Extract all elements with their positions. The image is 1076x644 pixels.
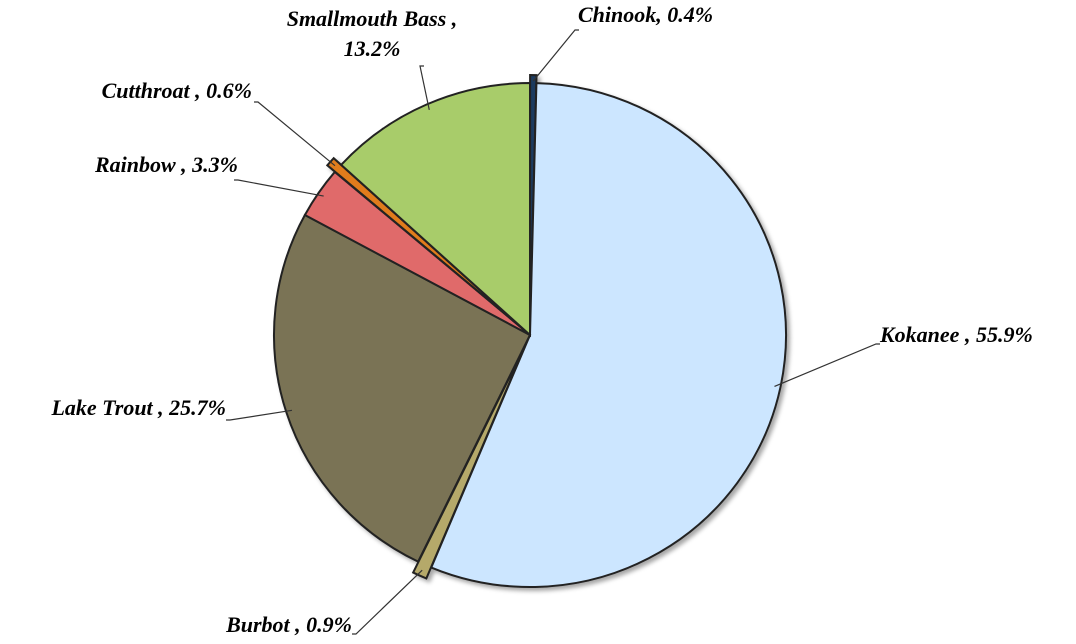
- data-label: Lake Trout , 25.7%: [50, 395, 226, 420]
- leader-line: [226, 409, 293, 421]
- data-label: Cutthroat , 0.6%: [102, 78, 252, 103]
- leader-line: [419, 65, 430, 110]
- data-label: Burbot , 0.9%: [225, 612, 352, 637]
- pie-slice: [429, 82, 787, 588]
- leader-line: [532, 29, 579, 82]
- pie-slice: [339, 81, 531, 338]
- data-label: Kokanee , 55.9%: [879, 322, 1033, 347]
- pie-slice: [411, 345, 526, 580]
- data-label: Chinook, 0.4%: [578, 2, 713, 27]
- leader-line: [254, 101, 336, 167]
- data-label: Smallmouth Bass , 13.2%: [287, 6, 458, 61]
- labels: Chinook, 0.4% Kokanee , 55.9% Burbot , 0.9…: [50, 2, 1032, 637]
- leader-line: [352, 569, 423, 635]
- pie: [273, 74, 787, 588]
- data-label: Rainbow , 3.3%: [94, 152, 238, 177]
- leader-line: [234, 179, 324, 197]
- leader-line: [774, 343, 880, 387]
